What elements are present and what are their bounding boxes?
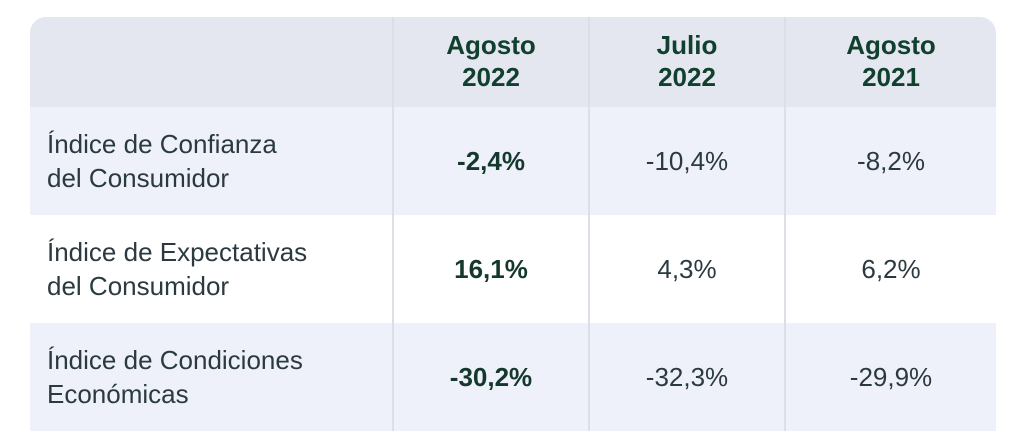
value-julio-2022: -32,3% [588, 323, 785, 431]
row-label-line: Económicas [47, 379, 189, 409]
row-label: Índice de Confianza del Consumidor [30, 107, 393, 215]
value-agosto-2021: 6,2% [784, 215, 996, 323]
value-agosto-2022: -2,4% [392, 107, 589, 215]
header-agosto-2022: Agosto 2022 [392, 17, 589, 107]
row-label-line: Índice de Condiciones [47, 345, 303, 375]
row-label-line: del Consumidor [47, 163, 230, 193]
table-row: Índice de Confianza del Consumidor -2,4%… [30, 107, 996, 215]
header-year: 2021 [862, 62, 920, 92]
header-empty-cell [30, 17, 393, 107]
header-row: Agosto 2022 Julio 2022 Agosto 2021 [30, 17, 996, 107]
value-julio-2022: 4,3% [588, 215, 785, 323]
header-month: Agosto [846, 30, 936, 60]
header-agosto-2021: Agosto 2021 [784, 17, 996, 107]
value-agosto-2021: -8,2% [784, 107, 996, 215]
header-year: 2022 [462, 62, 520, 92]
value-julio-2022: -10,4% [588, 107, 785, 215]
row-label-line: Índice de Confianza [47, 129, 277, 159]
header-month: Agosto [446, 30, 536, 60]
header-month: Julio [656, 30, 718, 60]
row-label: Índice de Expectativas del Consumidor [30, 215, 393, 323]
value-agosto-2021: -29,9% [784, 323, 996, 431]
table-body: Índice de Confianza del Consumidor -2,4%… [30, 107, 996, 431]
index-table-container: Agosto 2022 Julio 2022 Agosto 2021 Índic… [30, 17, 996, 437]
table-row: Índice de Expectativas del Consumidor 16… [30, 215, 996, 323]
row-label: Índice de Condiciones Económicas [30, 323, 393, 431]
value-agosto-2022: -30,2% [392, 323, 589, 431]
value-agosto-2022: 16,1% [392, 215, 589, 323]
header-julio-2022: Julio 2022 [588, 17, 785, 107]
header-year: 2022 [658, 62, 716, 92]
row-label-line: Índice de Expectativas [47, 237, 308, 267]
table-row: Índice de Condiciones Económicas -30,2% … [30, 323, 996, 431]
table-header: Agosto 2022 Julio 2022 Agosto 2021 [30, 17, 996, 107]
row-label-line: del Consumidor [47, 271, 230, 301]
consumer-index-table: Agosto 2022 Julio 2022 Agosto 2021 Índic… [30, 17, 996, 431]
